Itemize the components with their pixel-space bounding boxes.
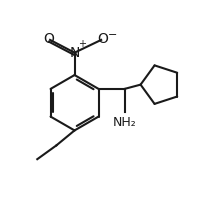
- Text: N: N: [69, 46, 80, 60]
- Text: +: +: [78, 39, 86, 49]
- Text: O: O: [43, 32, 55, 46]
- Text: NH₂: NH₂: [113, 116, 137, 129]
- Text: O: O: [97, 32, 108, 46]
- Text: −: −: [108, 30, 117, 40]
